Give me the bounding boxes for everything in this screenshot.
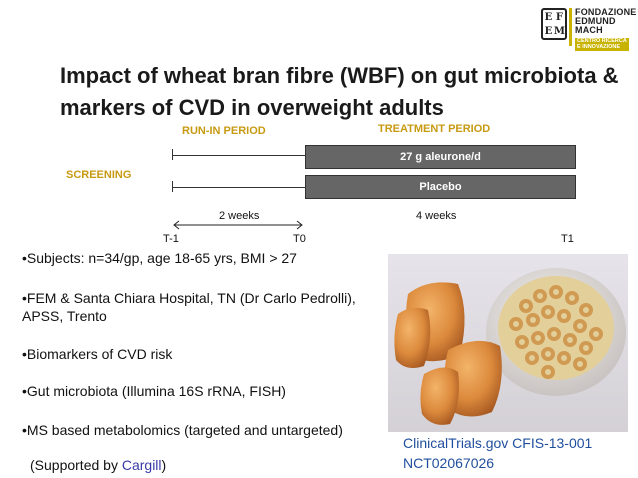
arm-run-in-line: [172, 187, 306, 188]
run-in-duration: 2 weeks: [219, 210, 260, 222]
bullet-item: •MS based metabolomics (targeted and unt…: [22, 422, 343, 438]
support-prefix: (Supported by: [30, 457, 122, 473]
bullet-item: •Biomarkers of CVD risk: [22, 346, 173, 362]
placebo-arm-bar: Placebo: [305, 175, 576, 199]
logo-line: FONDAZIONE: [575, 7, 637, 17]
timepoint-label: T0: [293, 233, 306, 245]
support-suffix: ): [161, 457, 167, 473]
timepoint-label: T1: [561, 233, 574, 245]
screening-label: SCREENING: [66, 169, 132, 181]
arm-run-in-line: [172, 155, 306, 156]
slide-title: Impact of wheat bran fibre (WBF) on gut …: [60, 63, 619, 120]
treatment-duration: 4 weeks: [416, 210, 457, 222]
bullet-item: •Gut microbiota (Illumina 16S rRNA, FISH…: [22, 383, 286, 399]
support-note: (Supported by Cargill): [30, 456, 166, 474]
sponsor-name: Cargill: [121, 457, 162, 473]
logo-line: EDMUND: [575, 16, 616, 26]
logo-divider: [569, 8, 572, 46]
run-in-period-label: RUN-IN PERIOD: [182, 125, 266, 137]
logo-mark: E F E M: [541, 8, 567, 40]
bullet-item: •FEM & Santa Chiara Hospital, TN (Dr Car…: [22, 290, 356, 324]
logo-badge-line: CENTRO RICERCA: [577, 38, 627, 44]
trial-registry-id: ClinicalTrials.gov CFIS-13-001: [403, 435, 593, 451]
arm-start-tick: [172, 149, 173, 160]
bullet-item: •Subjects: n=34/gp, age 18-65 yrs, BMI >…: [22, 250, 297, 266]
logo-letter: E: [544, 11, 553, 23]
logo-letter: E: [544, 25, 553, 37]
logo-badge-line: E INNOVAZIONE: [577, 43, 620, 50]
trial-nct-id: NCT02067026: [403, 455, 495, 471]
logo-letter: M: [553, 25, 565, 37]
timepoint-label: T-1: [163, 233, 179, 245]
treatment-period-label: TREATMENT PERIOD: [378, 123, 491, 135]
logo-badge: CENTRO RICERCA E INNOVAZIONE: [575, 38, 629, 51]
treatment-arm-bar: 27 g aleurone/d: [305, 145, 576, 169]
run-in-arrow: [173, 220, 303, 230]
logo-text: FONDAZIONE EDMUND MACH: [575, 8, 637, 35]
logo-line: MACH: [575, 25, 603, 35]
arm-start-tick: [172, 181, 173, 192]
logo-letter: F: [555, 11, 564, 23]
food-photo: [388, 254, 628, 432]
